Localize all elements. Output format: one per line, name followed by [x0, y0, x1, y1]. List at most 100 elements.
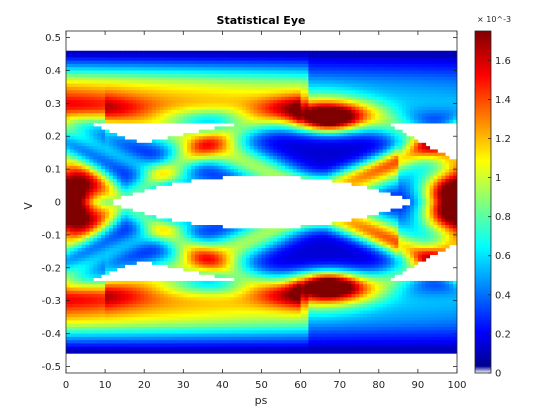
heat-cell	[222, 241, 227, 246]
heat-cell	[261, 103, 266, 108]
heat-cell	[218, 248, 223, 252]
heat-cell	[140, 231, 145, 236]
heat-cell	[120, 139, 126, 144]
heat-cell	[249, 300, 255, 305]
heat-cell	[226, 261, 231, 265]
heat-cell	[281, 165, 286, 170]
heat-cell	[308, 300, 313, 305]
heat-cell	[288, 336, 294, 341]
heat-cell	[214, 103, 219, 108]
heat-cell	[101, 54, 106, 58]
heat-cell	[183, 320, 188, 325]
heat-cell	[163, 90, 169, 94]
heat-cell	[308, 274, 313, 279]
heat-cell	[226, 109, 231, 114]
heat-cell	[265, 330, 270, 334]
heat-cell	[288, 310, 294, 315]
heat-cell	[148, 300, 153, 305]
heat-cell	[167, 244, 172, 249]
heat-cell	[171, 113, 176, 117]
heat-cell	[288, 63, 294, 68]
heat-cell	[77, 175, 83, 180]
heat-cell	[66, 238, 71, 242]
heat-cell	[261, 244, 266, 249]
heat-cell	[159, 310, 165, 315]
heat-cell	[69, 54, 75, 58]
heat-cell	[81, 277, 86, 282]
heat-cell	[124, 86, 129, 91]
heat-cell	[292, 333, 298, 338]
heat-cell	[132, 313, 137, 318]
heat-cell	[249, 73, 255, 78]
heat-cell	[296, 326, 301, 331]
heat-cell	[93, 119, 98, 124]
heat-cell	[124, 50, 129, 55]
heat-cell	[179, 50, 184, 55]
heat-cell	[163, 67, 169, 71]
heat-cell	[191, 254, 196, 259]
heat-cell	[261, 165, 266, 170]
heat-cell	[140, 284, 145, 288]
heat-cell	[300, 274, 305, 279]
heat-cell	[304, 248, 309, 252]
heat-cell	[284, 155, 290, 160]
heat-cell	[152, 300, 157, 305]
heat-cell	[148, 178, 153, 183]
heat-cell	[300, 261, 305, 265]
heat-cell	[206, 136, 212, 140]
heat-cell	[89, 340, 94, 344]
heat-cell	[73, 323, 79, 328]
heat-cell	[136, 346, 141, 351]
heat-cell	[218, 274, 223, 279]
heat-cell	[93, 162, 98, 167]
heat-cell	[175, 96, 180, 101]
heat-cell	[85, 208, 90, 213]
heat-cell	[300, 267, 305, 272]
heat-cell	[136, 93, 141, 98]
heat-cell	[159, 303, 165, 308]
heat-cell	[120, 254, 126, 259]
heat-cell	[257, 169, 262, 173]
heat-cell	[191, 300, 196, 305]
heat-cell	[269, 90, 274, 94]
heat-cell	[120, 326, 126, 331]
heat-cell	[261, 142, 266, 147]
heat-cell	[292, 300, 298, 305]
heat-cell	[226, 323, 231, 328]
heat-cell	[308, 284, 313, 288]
heat-cell	[241, 313, 247, 318]
heat-cell	[210, 303, 215, 308]
heat-cell	[257, 313, 262, 318]
heat-cell	[179, 169, 184, 173]
heat-cell	[140, 336, 145, 341]
heat-cell	[284, 241, 290, 246]
heat-cell	[140, 280, 145, 285]
heat-cell	[195, 225, 200, 229]
heat-cell	[136, 162, 141, 167]
heat-cell	[300, 83, 305, 88]
heat-cell	[155, 162, 161, 167]
heat-cell	[257, 343, 262, 348]
heat-cell	[222, 274, 227, 279]
heat-cell	[109, 257, 114, 262]
heat-cell	[124, 70, 129, 75]
heat-cell	[296, 129, 301, 134]
heat-cell	[249, 67, 255, 71]
heat-cell	[132, 103, 137, 108]
heat-cell	[97, 149, 102, 154]
heat-cell	[226, 86, 231, 91]
heat-cell	[179, 165, 184, 170]
heat-cell	[226, 103, 231, 108]
heat-cell	[210, 297, 215, 302]
heat-cell	[144, 320, 149, 325]
heat-cell	[202, 93, 208, 98]
heat-cell	[183, 294, 188, 298]
heat-cell	[288, 139, 294, 144]
heat-cell	[81, 317, 86, 321]
heat-cell	[261, 303, 266, 308]
heat-cell	[85, 228, 90, 232]
heat-cell	[163, 228, 169, 232]
heat-cell	[195, 106, 200, 111]
heat-cell	[198, 67, 204, 71]
heat-cell	[253, 67, 258, 71]
